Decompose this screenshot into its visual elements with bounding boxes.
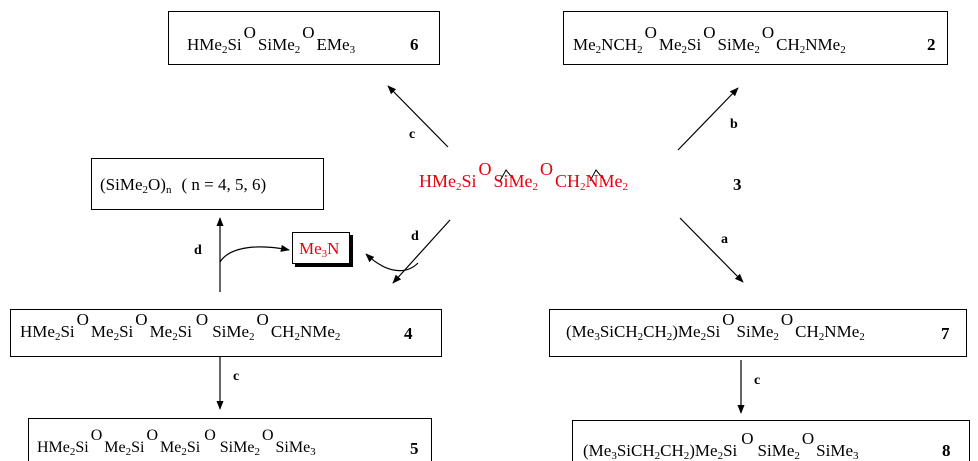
- compound-2-formula: Me2NCH2OMe2SiOSiMe2OCH2NMe2: [573, 23, 846, 56]
- compound-6-formula: HMe2SiOSiMe2OEMe3: [187, 23, 356, 56]
- compound-8-formula: (Me3SiCH2CH2)Me2SiOSiMe2OSiMe3: [583, 429, 859, 461]
- compound-3-formula: HMe2SiOSiMe2OCH2NMe2: [419, 159, 629, 193]
- arrow-me3n-release-right: [365, 253, 419, 272]
- compound-2-box: [563, 11, 948, 65]
- compound-2-number: 2: [927, 35, 936, 54]
- reagent-label-to-6: c: [409, 127, 416, 142]
- compound-5-formula: HMe2SiOMe2SiOMe2SiOSiMe2OSiMe3: [37, 427, 316, 458]
- compound-7-box: [549, 309, 967, 357]
- compound-6-number: 6: [410, 35, 419, 54]
- arrow-3-to-4: [392, 219, 451, 284]
- reagent-label-to-7: a: [721, 232, 728, 247]
- compound-4-number: 4: [404, 324, 413, 343]
- compound-7-number: 7: [941, 324, 950, 343]
- compound-8-number: 8: [942, 441, 951, 460]
- reagent-label-to-2: b: [730, 117, 738, 132]
- trimethylamine-formula: Me3N: [299, 239, 340, 260]
- arrow-3-to-7: [679, 217, 744, 283]
- trimethylamine-box: Me3N: [292, 232, 350, 264]
- cyclics-box: [91, 158, 324, 210]
- reagent-label-to-4: d: [411, 229, 419, 244]
- compound-6-box: [168, 11, 440, 65]
- reagent-label-to-cyclics: d: [194, 243, 202, 258]
- reagent-label-7-to-8: c: [754, 373, 761, 388]
- bond-3-a: [499, 169, 516, 182]
- compound-4-formula: HMe2SiOMe2SiOMe2SiOSiMe2OCH2NMe2: [20, 310, 341, 343]
- arrow-3-to-2: [677, 87, 739, 151]
- reagent-label-4-to-5: c: [233, 369, 240, 384]
- compound-3-number: 3: [733, 175, 742, 194]
- arrow-3-to-6: [387, 85, 449, 148]
- cyclics-formula: (SiMe2O)n( n = 4, 5, 6): [100, 175, 267, 196]
- compound-5-box: [28, 418, 432, 461]
- bond-3-b: [589, 169, 606, 182]
- compound-7-formula: (Me3SiCH2CH2)Me2SiOSiMe2OCH2NMe2: [566, 310, 865, 343]
- compound-5-number: 5: [410, 439, 419, 458]
- arrow-me3n-release-left: [219, 244, 290, 263]
- compound-4-box: [10, 309, 442, 357]
- compound-8-box: [572, 420, 970, 461]
